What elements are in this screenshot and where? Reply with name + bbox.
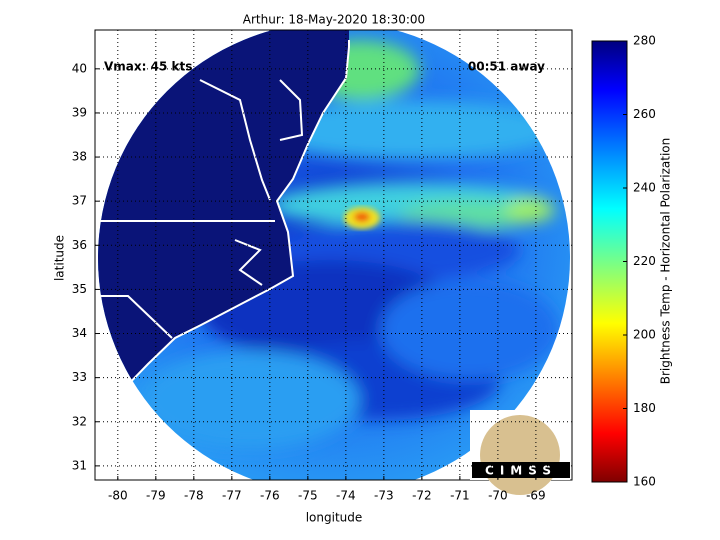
annotation: 00:51 away [468, 60, 545, 74]
x-tick-label: -76 [260, 489, 280, 503]
x-tick-label: -70 [488, 489, 508, 503]
y-tick-label: 31 [72, 458, 87, 472]
x-tick-label: -73 [374, 489, 394, 503]
y-axis-label: latitude [53, 235, 67, 281]
logo-text: CIMSS [485, 464, 557, 478]
colorbar-tick-label: 260 [633, 107, 656, 121]
x-tick-label: -75 [298, 489, 318, 503]
y-tick-label: 35 [72, 282, 87, 296]
y-tick-label: 33 [72, 370, 87, 384]
logo: CIMSS [470, 410, 570, 495]
x-axis-label: longitude [306, 511, 363, 525]
y-tick-label: 34 [72, 326, 87, 340]
y-tick-label: 39 [72, 105, 87, 119]
y-tick-label: 36 [72, 238, 87, 252]
colorbar-tick-label: 240 [633, 181, 656, 195]
y-tick-label: 37 [72, 194, 87, 208]
x-tick-label: -71 [450, 489, 470, 503]
y-tick-label: 40 [72, 61, 87, 75]
x-tick-label: -78 [184, 489, 204, 503]
x-tick-label: -74 [336, 489, 356, 503]
colorbar-label: Brightness Temp - Horizontal Polarizatio… [659, 138, 673, 385]
x-tick-label: -69 [526, 489, 546, 503]
colorbar-tick-label: 180 [633, 401, 656, 415]
y-tick-label: 38 [72, 150, 87, 164]
x-tick-label: -79 [146, 489, 166, 503]
chart-title: Arthur: 18-May-2020 18:30:00 [243, 13, 425, 27]
colorbar-tick-label: 220 [633, 254, 656, 268]
colorbar [591, 40, 628, 483]
map-area [95, 30, 570, 480]
annotation: Vmax: 45 kts [104, 60, 192, 74]
plot-frame [94, 29, 573, 481]
colorbar-tick-label: 280 [633, 34, 656, 48]
swath [98, 30, 570, 480]
x-tick-label: -80 [108, 489, 128, 503]
x-tick-label: -72 [412, 489, 432, 503]
colorbar-tick-label: 160 [633, 475, 656, 489]
colorbar-tick-label: 200 [633, 328, 656, 342]
y-tick-label: 32 [72, 414, 87, 428]
x-tick-label: -77 [222, 489, 242, 503]
